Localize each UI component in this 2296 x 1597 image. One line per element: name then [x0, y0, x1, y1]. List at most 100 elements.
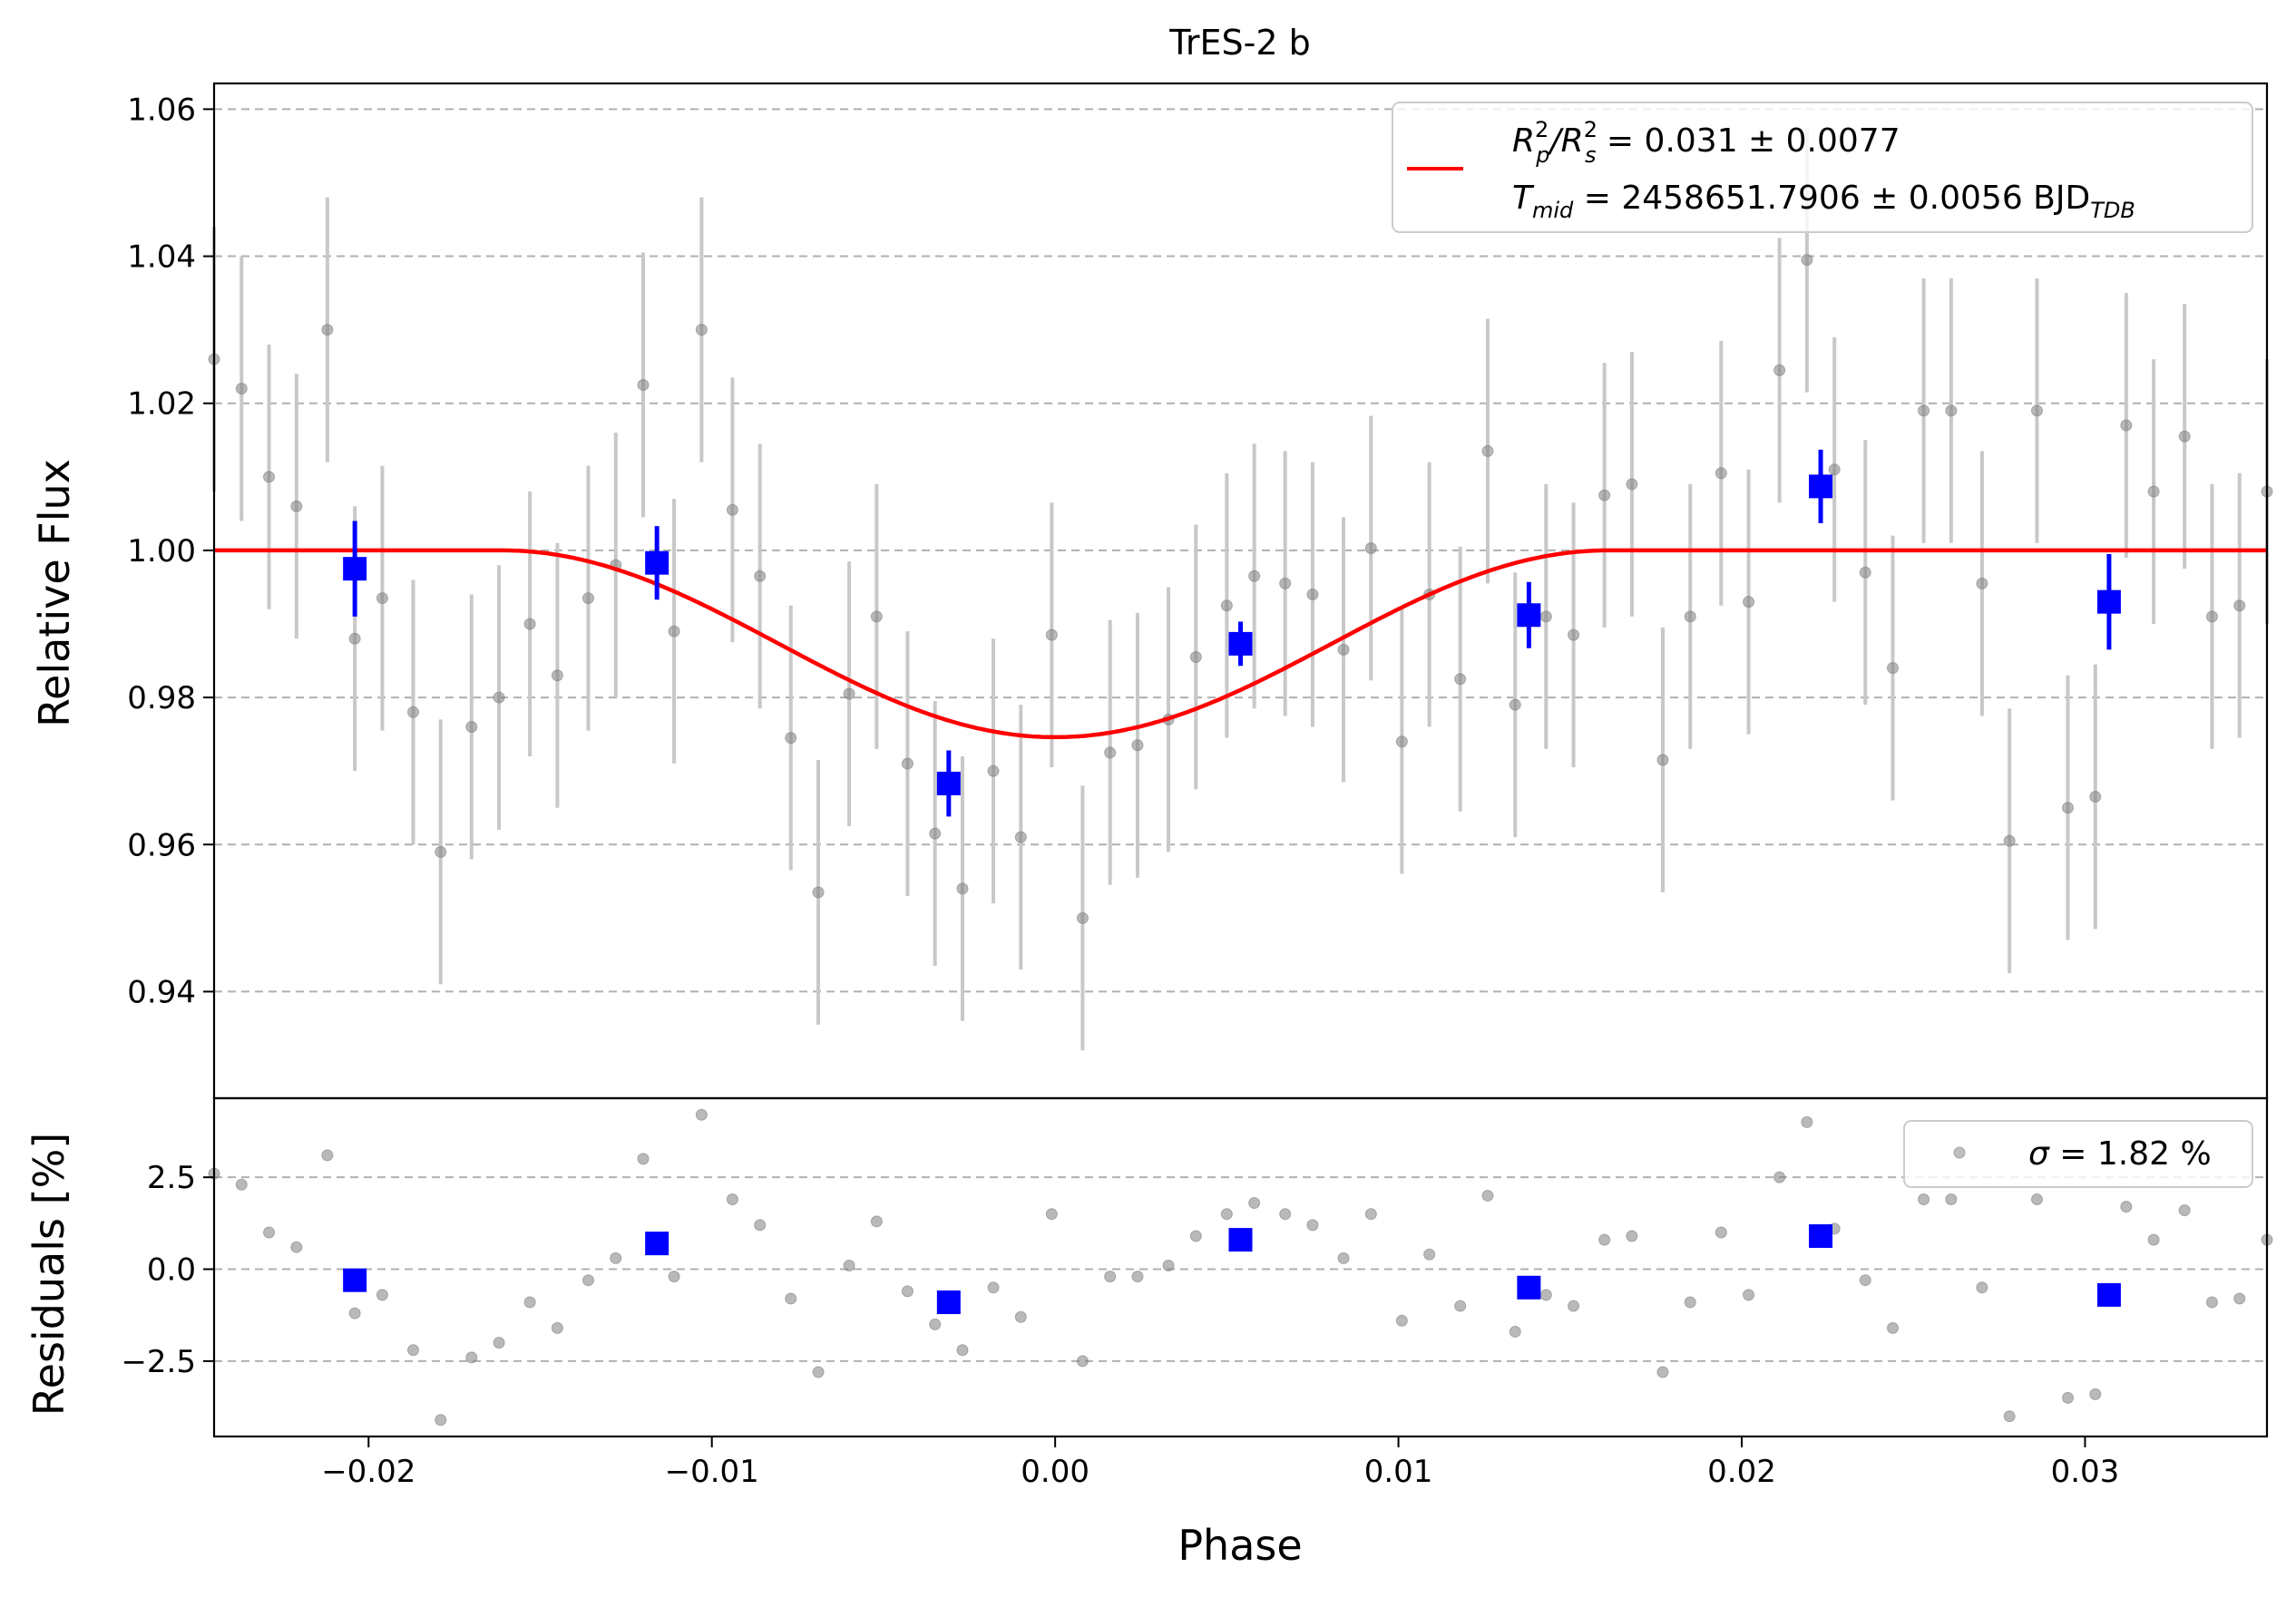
raw-point	[2233, 599, 2246, 612]
residual-point	[2030, 1193, 2043, 1205]
residual-point	[1656, 1366, 1669, 1378]
raw-point	[523, 618, 536, 630]
raw-point	[2089, 791, 2102, 803]
bottom-binned-points	[343, 1224, 2121, 1315]
raw-point	[1945, 404, 1958, 417]
raw-point	[726, 503, 738, 516]
top-ytick-label: 1.06	[127, 92, 196, 128]
residual-point	[726, 1193, 738, 1205]
bottom-raw-points	[208, 1108, 2273, 1427]
residual-point	[406, 1344, 419, 1357]
binned-point	[2096, 589, 2121, 614]
raw-point	[290, 500, 303, 512]
raw-point	[1887, 662, 1900, 675]
legend-sigma-value: = 1.82 %	[2049, 1135, 2212, 1173]
top-legend: R2 p/R2 s = 0.031 ± 0.0077 Tmid = 2458651.…	[1392, 102, 2253, 233]
raw-point	[1801, 254, 1813, 267]
residual-point	[1945, 1193, 1958, 1205]
raw-point	[754, 570, 767, 582]
residual-point	[1598, 1233, 1611, 1246]
raw-point	[1626, 478, 1638, 491]
raw-point	[870, 610, 883, 623]
top-ytick-label: 1.02	[127, 386, 196, 423]
binned-residual-point	[936, 1290, 961, 1315]
top-ytick-label: 0.94	[127, 974, 196, 1010]
residual-point	[1045, 1208, 1058, 1221]
raw-point	[1859, 566, 1871, 579]
top-y-ticks: 0.94 0.96 0.98 1.00 1.02 1.04 1.06	[127, 92, 214, 1010]
bottom-legend: σ = 1.82 %	[1903, 1120, 2253, 1188]
raw-point	[929, 827, 942, 840]
residual-point	[1626, 1230, 1638, 1242]
raw-point	[1279, 577, 1292, 589]
legend-tmid-sub: mid	[1532, 198, 1574, 223]
raw-point	[321, 324, 334, 336]
raw-point	[1656, 754, 1669, 766]
residual-point	[695, 1108, 708, 1121]
raw-point	[812, 886, 825, 899]
raw-point	[1076, 911, 1089, 924]
raw-point	[1773, 364, 1786, 376]
raw-point	[1045, 628, 1058, 641]
residual-point	[754, 1219, 767, 1232]
top-ytick-label: 1.00	[127, 533, 196, 570]
residual-point	[987, 1281, 1000, 1294]
raw-point	[1014, 831, 1027, 843]
raw-point	[465, 721, 478, 734]
raw-point	[1364, 541, 1377, 554]
residual-point	[1568, 1300, 1580, 1312]
bottom-grid	[214, 1176, 2267, 1362]
raw-point	[551, 669, 563, 682]
raw-point	[1509, 698, 1521, 711]
residual-point	[435, 1414, 447, 1427]
raw-point	[1598, 489, 1611, 501]
raw-point	[2062, 802, 2075, 814]
bottom-xtick-label: 0.02	[1707, 1454, 1776, 1490]
raw-point	[987, 764, 1000, 777]
legend-tmid-value: = 2458651.7906 ± 0.0056 BJD	[1573, 180, 2090, 217]
raw-point	[435, 845, 447, 858]
residual-point	[1248, 1197, 1261, 1210]
top-raw-points	[208, 254, 2273, 924]
bottom-legend-box	[1903, 1120, 2253, 1188]
residual-point	[812, 1366, 825, 1378]
raw-point	[581, 592, 594, 605]
raw-point	[493, 691, 505, 704]
residual-point	[668, 1271, 680, 1283]
binned-residual-point	[1517, 1275, 1541, 1300]
residual-point	[1076, 1355, 1089, 1368]
residual-point	[843, 1259, 855, 1271]
residual-point	[1509, 1325, 1521, 1338]
raw-point	[2120, 419, 2133, 432]
residual-point	[493, 1337, 505, 1349]
raw-point	[1248, 570, 1261, 582]
bottom-ytick-label: −2.5	[121, 1344, 196, 1380]
raw-point	[668, 625, 680, 638]
bottom-plot-frame	[212, 1096, 2269, 1438]
residual-point	[1364, 1208, 1377, 1221]
raw-point	[1104, 746, 1117, 759]
raw-point	[1828, 463, 1841, 476]
residual-point	[2062, 1391, 2075, 1404]
residual-point	[1337, 1251, 1350, 1264]
top-ytick-label: 1.04	[127, 239, 196, 276]
residual-point	[2120, 1201, 2133, 1213]
residual-point	[1162, 1259, 1175, 1271]
residual-point	[1014, 1310, 1027, 1323]
residual-point	[1801, 1115, 1813, 1128]
binned-point	[1517, 603, 1541, 628]
raw-point	[263, 471, 276, 483]
legend-depth-sup2: 2	[1584, 117, 1597, 142]
binned-point	[1809, 474, 1833, 499]
residual-point	[610, 1251, 622, 1264]
residual-point	[2147, 1233, 2160, 1246]
residual-point	[1773, 1171, 1786, 1183]
binned-residual-point	[1228, 1228, 1253, 1252]
binned-point	[936, 771, 961, 795]
raw-point	[1481, 444, 1494, 457]
raw-point	[1454, 673, 1467, 686]
top-ylabel: Relative Flux	[30, 459, 79, 727]
bottom-xtick-label: 0.03	[2051, 1454, 2120, 1490]
residual-point	[2089, 1388, 2102, 1400]
